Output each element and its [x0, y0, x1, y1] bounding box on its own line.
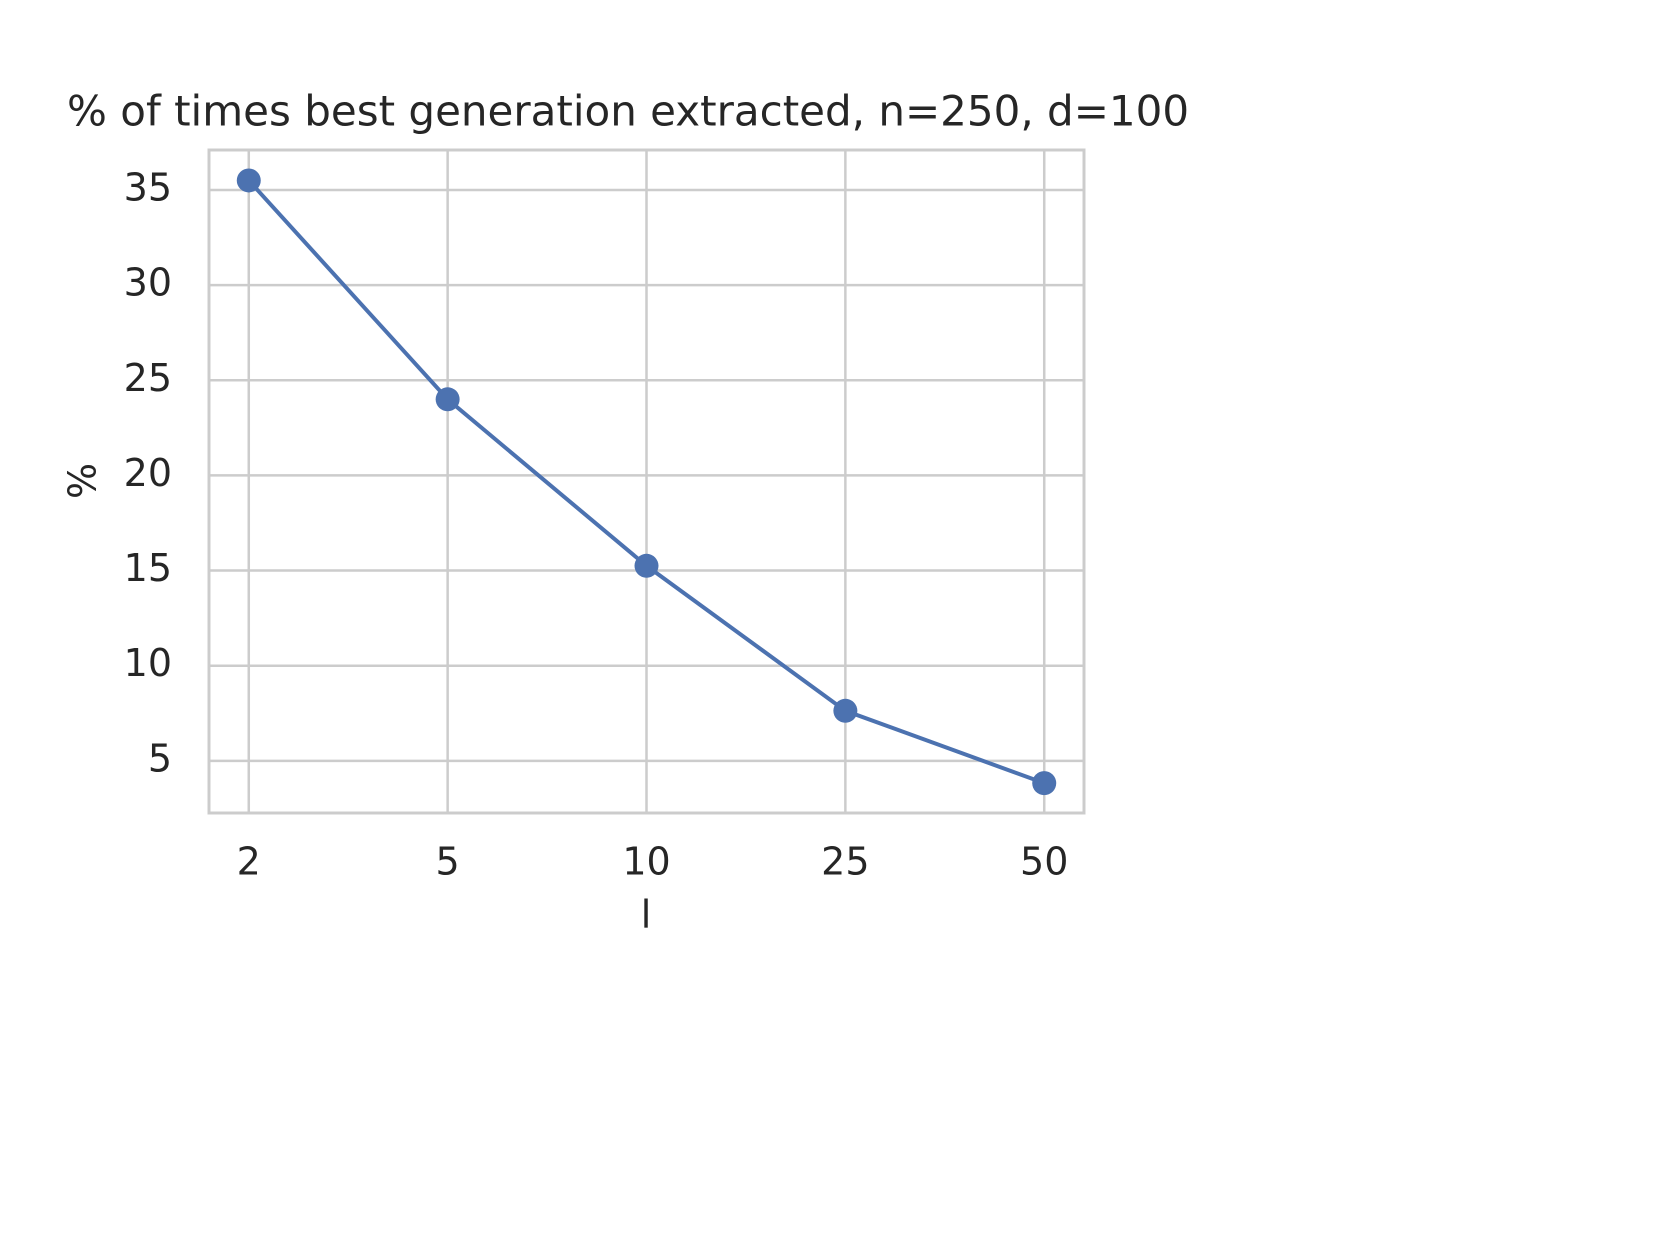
x-tick-label: 50	[1020, 840, 1068, 884]
y-tick-label: 10	[124, 641, 172, 685]
x-tick-label: 2	[237, 840, 261, 884]
y-tick-label: 25	[124, 356, 172, 400]
x-tick-label: 25	[821, 840, 869, 884]
marker	[634, 553, 659, 578]
y-tick-label: 15	[124, 546, 172, 590]
marker	[435, 387, 460, 412]
y-tick-label: 30	[124, 261, 172, 305]
marker	[236, 168, 261, 193]
x-tick-label: 10	[622, 840, 670, 884]
marker	[833, 698, 858, 723]
marker	[1032, 771, 1057, 796]
y-tick-label: 5	[148, 736, 172, 780]
chart-title: % of times best generation extracted, n=…	[67, 87, 1189, 136]
y-axis-label: %	[61, 463, 105, 499]
y-tick-label: 20	[124, 451, 172, 495]
y-tick-label: 35	[124, 165, 172, 209]
plot-frame	[207, 148, 1086, 815]
x-tick-label: 5	[436, 840, 460, 884]
x-axis-label: l	[641, 893, 652, 937]
